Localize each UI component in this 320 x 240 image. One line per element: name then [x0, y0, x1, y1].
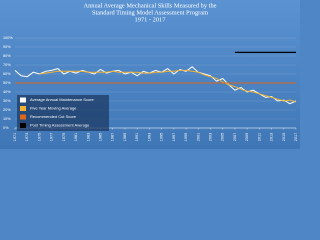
- x-tick-label: 2011: [257, 133, 261, 141]
- x-tick-label: 2013: [270, 133, 274, 141]
- x-tick-label: 1995: [160, 133, 164, 141]
- x-tick-label: 2003: [208, 133, 212, 141]
- x-tick-label: 1999: [184, 133, 188, 141]
- x-tick-label: 2015: [282, 133, 286, 141]
- y-tick-label: 50%: [3, 81, 11, 85]
- chart-title: Standard Timing Model Assessment Program: [92, 9, 208, 16]
- legend-label: Recommended Cut Score: [30, 114, 77, 119]
- chart: Annual Average Mechanical Skills Measure…: [0, 0, 300, 149]
- x-tick-label: 1983: [86, 133, 90, 141]
- x-tick-label: 2001: [196, 133, 200, 141]
- series-line: [39, 69, 297, 103]
- y-tick-label: 30%: [3, 99, 11, 103]
- y-tick-label: 80%: [3, 54, 11, 58]
- x-tick-label: 2005: [221, 133, 225, 141]
- x-tick-label: 1987: [111, 133, 115, 141]
- x-tick-label: 1973: [25, 133, 29, 141]
- legend-label: Five Year Moving Average: [30, 106, 77, 111]
- x-tick-label: 1989: [123, 133, 127, 141]
- x-tick-label: 1971: [13, 133, 17, 141]
- legend-swatch: [20, 123, 26, 128]
- x-tick-label: 2007: [233, 133, 237, 141]
- x-tick-label: 1985: [99, 133, 103, 141]
- y-tick-label: 70%: [3, 63, 11, 67]
- y-tick-label: 90%: [3, 45, 11, 49]
- x-tick-label: 1979: [62, 133, 66, 141]
- legend-swatch: [20, 97, 26, 103]
- legend-swatch: [20, 106, 26, 111]
- x-tick-label: 1991: [135, 133, 139, 141]
- legend-label: Post Timing Assessment Average: [30, 123, 90, 128]
- x-tick-label: 2009: [245, 133, 249, 141]
- y-tick-label: 40%: [3, 90, 11, 94]
- legend-box: [17, 95, 109, 131]
- x-tick-label: 1993: [147, 133, 151, 141]
- legend-swatch: [20, 114, 26, 120]
- y-tick-label: 100%: [3, 36, 13, 40]
- x-tick-label: 1997: [172, 133, 176, 141]
- x-tick-label: 1975: [37, 133, 41, 141]
- y-tick-label: 0%: [3, 126, 9, 130]
- chart-title: 1971 - 2017: [135, 16, 167, 23]
- y-tick-label: 10%: [3, 117, 11, 121]
- x-tick-label: 2017: [294, 133, 298, 141]
- page: {"chart_data": {"type": "line", "title":…: [0, 0, 300, 149]
- y-tick-label: 20%: [3, 108, 11, 112]
- legend-label: Average Annual Maintenance Score: [30, 97, 95, 102]
- x-tick-label: 1981: [74, 133, 78, 141]
- y-tick-label: 60%: [3, 72, 11, 76]
- x-tick-label: 1977: [50, 133, 54, 141]
- chart-title: Annual Average Mechanical Skills Measure…: [84, 2, 217, 9]
